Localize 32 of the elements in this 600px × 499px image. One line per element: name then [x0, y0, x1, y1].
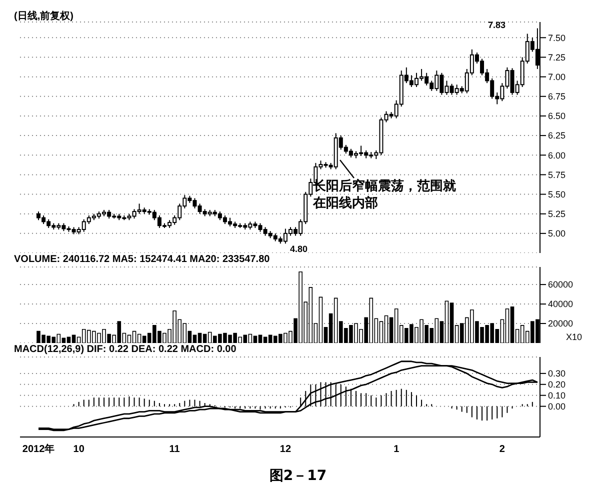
y-tick-label: 6.75	[548, 92, 566, 102]
annotation: 长阳后窄幅震荡，范围就在阳线内部	[313, 178, 457, 212]
x-tick-label: 12	[280, 444, 292, 456]
y-tick-label: 0.30	[548, 368, 566, 379]
annotation: 7.83	[488, 20, 506, 30]
y-tick-label: 60000	[548, 280, 574, 290]
y-tick-label: 0.10	[548, 390, 566, 401]
y-tick-label: 7.00	[548, 72, 566, 82]
y-tick-label: 7.50	[548, 32, 566, 43]
y-tick-label: 6.50	[548, 111, 566, 122]
y-tick-label: 7.25	[548, 52, 566, 62]
x-tick-label: 11	[169, 444, 180, 456]
x-tick-label: 2	[499, 444, 506, 456]
y-tick-label: 0.20	[548, 380, 566, 390]
y-tick-label: 6.00	[548, 150, 566, 160]
chart-title: VOLUME: 240116.72 MA5: 152474.41 MA20: 233547.80	[14, 254, 270, 265]
y-tick-label: 40000	[548, 299, 574, 310]
y-tick-label: 6.25	[548, 130, 566, 141]
x-tick-label: 2012年	[22, 443, 55, 456]
y-tick-label: 5.50	[548, 189, 566, 200]
x-tick-label: 10	[73, 444, 85, 456]
chart-title: (日线,前复权)	[14, 10, 74, 23]
y-tick-label: 5.00	[548, 228, 566, 239]
annotation: 4.80	[290, 244, 308, 254]
y-tick-label: 20000	[548, 318, 574, 329]
y-tick-label: 5.75	[548, 170, 566, 180]
y-tick-label: 5.25	[548, 209, 566, 220]
y-tick-label: 0.00	[548, 402, 566, 412]
chart-title: MACD(12,26,9) DIF: 0.22 DEA: 0.22 MACD: 0.00	[14, 344, 236, 355]
text: X10	[566, 332, 582, 342]
caption: 图2－17	[268, 467, 328, 485]
x-tick-label: 1	[394, 444, 400, 456]
